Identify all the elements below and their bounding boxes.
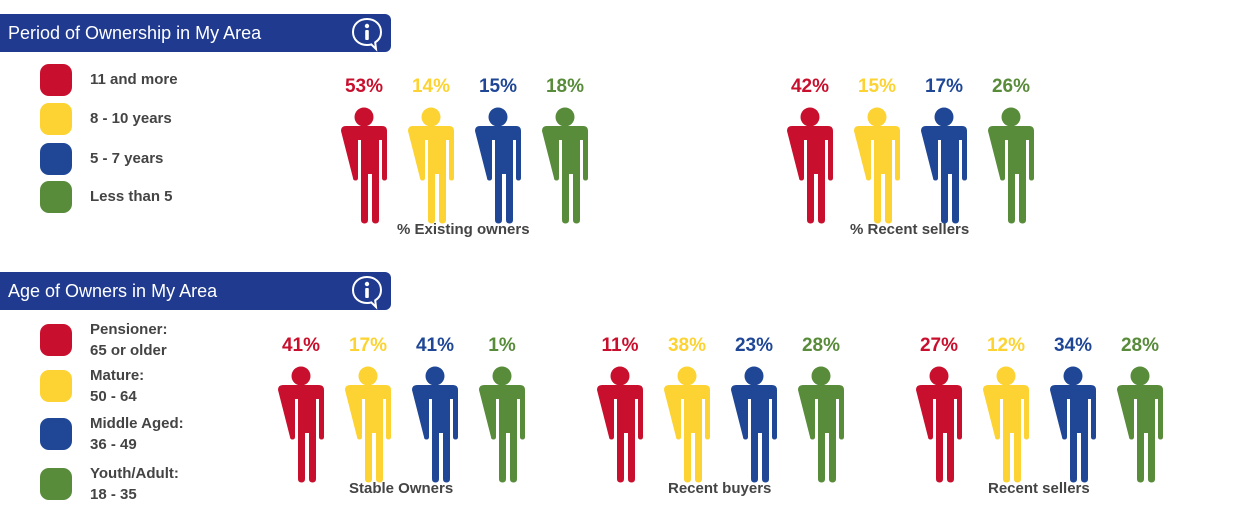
legend-swatch-yellow bbox=[40, 103, 72, 135]
percent-label: 23% bbox=[735, 335, 773, 356]
section-title: Age of Owners in My Area bbox=[8, 281, 218, 301]
percent-label: 1% bbox=[488, 335, 516, 356]
legend-label: Youth/Adult: 18 - 35 bbox=[90, 465, 179, 503]
legend-label: 11 and more bbox=[90, 71, 178, 88]
legend-swatch-red bbox=[40, 64, 72, 96]
section-title: Period of Ownership in My Area bbox=[8, 23, 262, 43]
percent-label: 15% bbox=[479, 76, 517, 97]
percent-label: 26% bbox=[992, 76, 1030, 97]
percent-label: 14% bbox=[412, 76, 450, 97]
person-figure-icon bbox=[345, 366, 391, 483]
percent-label: 12% bbox=[987, 335, 1025, 356]
person-figure-icon bbox=[798, 366, 844, 483]
legend-label: 8 - 10 years bbox=[90, 110, 172, 127]
legend-swatch-green bbox=[40, 468, 72, 500]
legend-swatch-red bbox=[40, 324, 72, 356]
person-figure-icon bbox=[664, 366, 710, 483]
legend-label: Pensioner: 65 or older bbox=[90, 321, 168, 359]
section-header-age: Age of Owners in My Area bbox=[0, 272, 391, 310]
legend-label: 5 - 7 years bbox=[90, 150, 164, 167]
percent-label: 28% bbox=[1121, 335, 1159, 356]
person-figure-icon bbox=[408, 107, 454, 224]
percent-label: 53% bbox=[345, 76, 383, 97]
percent-label: 28% bbox=[802, 335, 840, 356]
person-figure-icon bbox=[341, 107, 387, 224]
percent-label: 18% bbox=[546, 76, 584, 97]
legend-label: Less than 5 bbox=[90, 188, 173, 205]
person-figure-icon bbox=[988, 107, 1034, 224]
legend-swatch-yellow bbox=[40, 370, 72, 402]
info-speech-bubble-icon[interactable] bbox=[349, 274, 385, 310]
legend-label: Middle Aged: 36 - 49 bbox=[90, 415, 184, 453]
legend-label: Mature: 50 - 64 bbox=[90, 367, 145, 405]
group-label-recent-buyers: Recent buyers bbox=[668, 480, 772, 497]
percent-label: 38% bbox=[668, 335, 706, 356]
person-figure-icon bbox=[278, 366, 324, 483]
person-figure-icon bbox=[731, 366, 777, 483]
percent-label: 17% bbox=[925, 76, 963, 97]
group-label-existing-owners: % Existing owners bbox=[397, 221, 530, 238]
percent-label: 41% bbox=[282, 335, 320, 356]
legend-swatch-green bbox=[40, 181, 72, 213]
person-figure-icon bbox=[983, 366, 1029, 483]
person-figure-icon bbox=[542, 107, 588, 224]
section-header-ownership: Period of Ownership in My Area bbox=[0, 14, 391, 52]
person-figure-icon bbox=[921, 107, 967, 224]
person-figure-icon bbox=[412, 366, 458, 483]
person-figure-icon bbox=[854, 107, 900, 224]
percent-label: 27% bbox=[920, 335, 958, 356]
info-speech-bubble-icon[interactable] bbox=[349, 16, 385, 52]
person-figure-icon bbox=[597, 366, 643, 483]
person-figure-icon bbox=[1050, 366, 1096, 483]
legend-swatch-blue bbox=[40, 418, 72, 450]
person-figure-icon bbox=[787, 107, 833, 224]
percent-label: 34% bbox=[1054, 335, 1092, 356]
person-figure-icon bbox=[1117, 366, 1163, 483]
percent-label: 41% bbox=[416, 335, 454, 356]
person-figure-icon bbox=[916, 366, 962, 483]
group-label-recent-sellers: Recent sellers bbox=[988, 480, 1090, 497]
person-figure-icon bbox=[479, 366, 525, 483]
percent-label: 11% bbox=[602, 335, 639, 356]
group-label-stable-owners: Stable Owners bbox=[349, 480, 454, 497]
group-label-recent-sellers: % Recent sellers bbox=[850, 221, 970, 238]
percent-label: 15% bbox=[858, 76, 896, 97]
person-figure-icon bbox=[475, 107, 521, 224]
percent-label: 17% bbox=[349, 335, 387, 356]
percent-label: 42% bbox=[791, 76, 829, 97]
legend-swatch-blue bbox=[40, 143, 72, 175]
